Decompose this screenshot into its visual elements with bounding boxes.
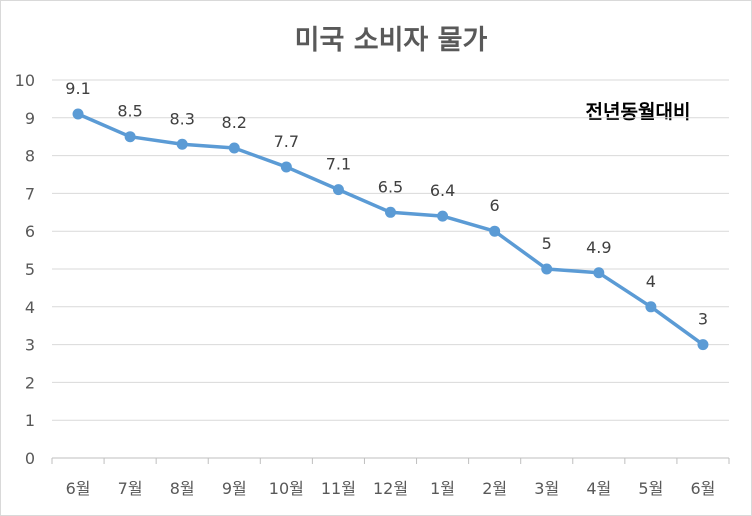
x-tick-label: 7월 <box>118 479 143 498</box>
data-point <box>489 225 501 237</box>
x-axis-ticks: 6월 7월 8월 9월 10월 11월 12월 1월 2월 3월 4월 5월 6월 <box>51 458 730 498</box>
data-label: 6.5 <box>378 177 403 196</box>
y-tick-label: 8 <box>25 147 35 166</box>
y-tick-label: 6 <box>25 222 35 241</box>
x-tick-label: 4월 <box>586 479 611 498</box>
series-annotation: 전년동월대비 <box>586 101 691 123</box>
data-label: 8.5 <box>117 102 142 121</box>
data-label: 4.9 <box>586 238 611 257</box>
data-label: 6.4 <box>430 181 455 200</box>
data-points <box>72 108 709 351</box>
data-point <box>437 210 449 222</box>
data-label: 7.1 <box>326 155 351 174</box>
data-label: 4 <box>646 272 656 291</box>
y-tick-label: 1 <box>25 411 35 430</box>
y-tick-label: 3 <box>25 336 35 355</box>
gridlines <box>52 79 729 459</box>
data-label: 5 <box>542 234 552 253</box>
series-line <box>76 112 705 347</box>
y-tick-label: 0 <box>25 449 35 468</box>
data-point <box>593 267 605 279</box>
y-tick-label: 2 <box>25 373 35 392</box>
data-point <box>72 108 84 120</box>
x-tick-label: 6월 <box>691 479 716 498</box>
x-tick-label: 11월 <box>321 479 356 498</box>
x-tick-label: 10월 <box>269 479 304 498</box>
x-tick-label: 3월 <box>534 479 559 498</box>
y-tick-label: 10 <box>15 71 35 90</box>
x-tick-label: 1월 <box>430 479 455 498</box>
y-tick-label: 9 <box>25 109 35 128</box>
x-tick-label: 6월 <box>66 479 91 498</box>
data-point <box>645 301 657 313</box>
data-label: 8.3 <box>169 109 194 128</box>
data-point <box>280 161 292 173</box>
data-point <box>176 138 188 150</box>
y-tick-label: 7 <box>25 184 35 203</box>
y-axis-ticks: 0 1 2 3 4 5 6 7 8 9 10 <box>15 71 35 468</box>
x-tick-label: 5월 <box>638 479 663 498</box>
x-tick-label: 8월 <box>170 479 195 498</box>
chart-title: 미국 소비자 물가 <box>295 25 488 56</box>
data-label: 8.2 <box>222 113 247 132</box>
x-tick-label: 12월 <box>373 479 408 498</box>
data-point <box>332 184 344 196</box>
data-point <box>541 263 553 275</box>
data-point <box>228 142 240 154</box>
series-layer <box>76 112 705 347</box>
data-label: 9.1 <box>65 79 90 98</box>
x-tick-label: 2월 <box>482 479 507 498</box>
data-label: 3 <box>698 310 708 329</box>
data-point <box>697 339 709 351</box>
data-point <box>124 131 136 143</box>
y-tick-label: 5 <box>25 260 35 279</box>
y-tick-label: 4 <box>25 298 35 317</box>
data-label: 6 <box>490 196 500 215</box>
data-labels: 9.1 8.5 8.3 8.2 7.7 7.1 6.5 6.4 6 5 4.9 4 3 <box>65 79 708 329</box>
data-point <box>385 206 396 218</box>
data-label: 7.7 <box>274 132 299 151</box>
x-tick-label: 9월 <box>222 479 247 498</box>
